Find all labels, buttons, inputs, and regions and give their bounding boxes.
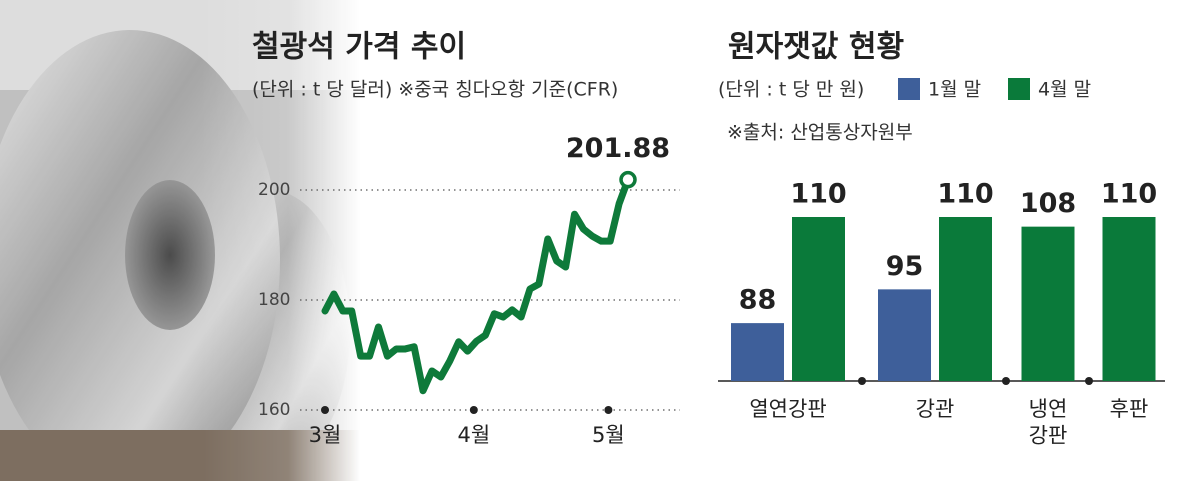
x-tick-label: 열연강판 — [749, 397, 826, 421]
source-note: ※출처: 산업통상자원부 — [727, 122, 913, 144]
value-label: 110 — [790, 179, 846, 210]
y-tick-label: 200 — [258, 180, 290, 200]
bar — [1102, 217, 1156, 381]
legend-swatch — [898, 78, 920, 100]
y-tick-label: 160 — [258, 400, 290, 420]
x-tick-label: 냉연 강판 — [1029, 397, 1068, 447]
x-tick-label: 5월 — [592, 423, 625, 447]
x-tick — [469, 406, 478, 414]
x-tick-label: 강관 — [916, 397, 955, 421]
separator-dot — [858, 377, 866, 385]
bar-chart: 1월 말 4월 말 88 110 열연강판 95 110 강관 108 냉연 강판 110 후판 — [718, 78, 1165, 447]
chart-subtitle: (단위 : t 당 만 원) — [718, 79, 864, 101]
price-line — [321, 176, 632, 395]
legend-swatch — [1008, 78, 1030, 100]
bar — [878, 289, 931, 381]
bar — [1021, 226, 1075, 381]
legend-label: 4월 말 — [1038, 79, 1091, 101]
y-tick-label: 180 — [258, 290, 290, 310]
chart-subtitle: (단위 : t 당 달러) ※중국 칭다오항 기준(CFR) — [252, 79, 618, 101]
value-label: 108 — [1020, 188, 1076, 219]
x-tick-label: 후판 — [1110, 397, 1149, 421]
separator-dot — [1002, 377, 1010, 385]
separator-dot — [1085, 377, 1093, 385]
bar — [731, 323, 784, 381]
bar — [792, 217, 845, 381]
chart-title: 원자잿값 현황 — [728, 30, 904, 65]
background-photo — [0, 0, 360, 485]
x-tick — [321, 406, 329, 414]
bar — [939, 217, 992, 381]
chart-title: 철광석 가격 추이 — [252, 30, 466, 65]
value-label: 201.88 — [566, 133, 670, 164]
line-chart: 160 180 200 3월 4월 5월 201.88 — [258, 133, 680, 447]
value-label: 88 — [739, 285, 777, 316]
end-marker — [619, 170, 637, 189]
x-tick — [604, 406, 613, 414]
value-label: 110 — [1101, 179, 1157, 210]
value-label: 110 — [937, 179, 993, 210]
legend-label: 1월 말 — [928, 79, 981, 101]
x-tick-label: 4월 — [457, 423, 490, 447]
value-label: 95 — [886, 251, 924, 282]
x-tick-label: 3월 — [309, 423, 342, 447]
